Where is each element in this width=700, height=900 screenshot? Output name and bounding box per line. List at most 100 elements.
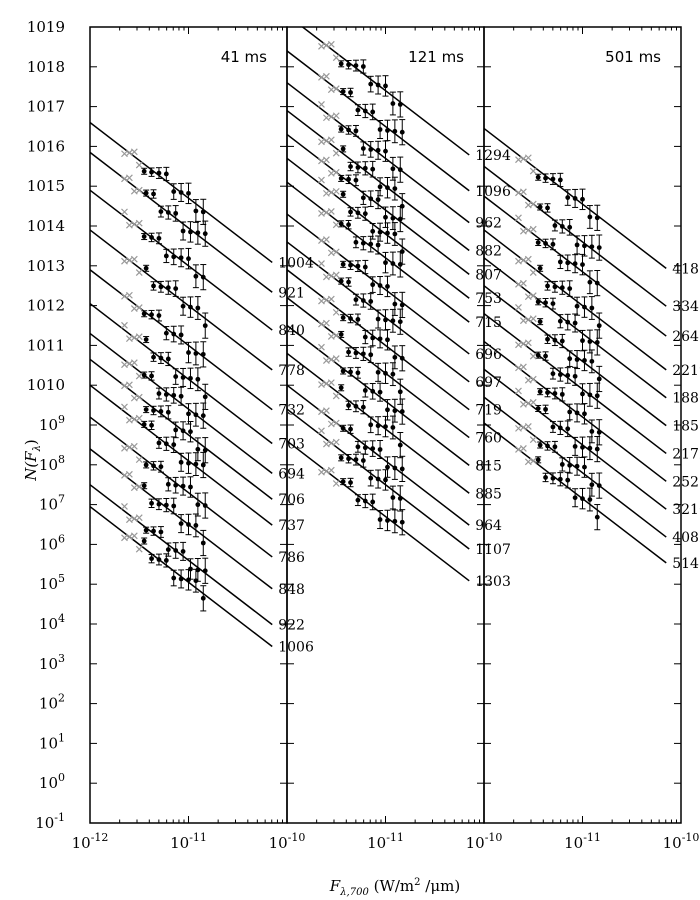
data-point <box>399 355 405 361</box>
data-point <box>193 461 199 467</box>
data-point <box>151 283 156 289</box>
data-point <box>193 351 199 356</box>
excluded-point <box>125 381 133 389</box>
data-point <box>565 195 571 200</box>
series-label: 1303 <box>475 574 511 590</box>
data-point <box>193 273 199 279</box>
excluded-point <box>322 72 330 80</box>
data-point <box>180 428 186 434</box>
data-point <box>188 429 193 435</box>
excluded-point <box>135 414 143 422</box>
panel-title: 41 ms <box>221 48 267 66</box>
data-point <box>200 274 206 280</box>
model-line <box>287 324 470 466</box>
y-tick-label: 1019 <box>27 18 65 36</box>
data-point <box>200 209 206 215</box>
data-point <box>163 253 169 259</box>
data-point <box>173 286 179 292</box>
data-point <box>202 394 208 400</box>
series-label: 706 <box>278 492 305 508</box>
data-point <box>377 336 383 342</box>
x-tick-label: 10-11 <box>564 831 601 852</box>
data-point <box>383 260 388 266</box>
data-point <box>355 165 361 170</box>
data-point <box>180 303 186 309</box>
data-point <box>143 190 149 196</box>
data-point <box>383 317 388 323</box>
data-point <box>355 317 361 322</box>
data-point <box>180 228 186 234</box>
data-point <box>171 189 177 194</box>
data-point <box>186 350 191 355</box>
excluded-point <box>332 355 340 362</box>
data-point <box>596 323 602 329</box>
data-point <box>535 299 541 305</box>
data-point <box>338 455 344 461</box>
data-point <box>143 337 149 342</box>
data-point <box>186 190 191 196</box>
data-point <box>397 442 403 448</box>
data-point <box>348 209 353 215</box>
data-point <box>346 176 351 182</box>
data-point <box>151 354 156 360</box>
data-point <box>552 444 558 450</box>
panel-series-group <box>287 27 470 582</box>
data-point <box>543 406 548 412</box>
excluded-point <box>332 438 340 446</box>
data-point <box>552 337 558 343</box>
data-point <box>338 126 344 132</box>
data-point <box>180 375 186 380</box>
data-point <box>392 354 398 360</box>
data-point <box>567 224 573 230</box>
excluded-point <box>524 339 532 347</box>
data-point <box>370 109 376 115</box>
data-point <box>348 369 353 375</box>
excluded-point <box>130 148 138 156</box>
data-point <box>550 424 556 430</box>
excluded-point <box>327 208 335 215</box>
data-point <box>202 323 208 329</box>
excluded-point <box>327 136 335 144</box>
data-point <box>385 407 390 413</box>
data-point <box>390 101 396 106</box>
data-point <box>149 312 154 318</box>
data-point <box>165 210 171 215</box>
data-point <box>399 519 405 525</box>
data-point <box>165 285 171 291</box>
data-point <box>557 476 563 482</box>
series-label: 697 <box>475 375 502 391</box>
excluded-point <box>125 291 133 299</box>
data-point <box>362 445 368 451</box>
data-point <box>165 409 171 415</box>
data-point <box>193 578 199 584</box>
excluded-point <box>332 332 340 339</box>
series-label: 848 <box>278 582 305 598</box>
excluded-point <box>130 442 138 450</box>
excluded-point <box>332 54 340 62</box>
data-point <box>559 224 565 229</box>
data-point <box>574 463 580 469</box>
excluded-point <box>529 457 537 465</box>
excluded-point <box>529 352 537 360</box>
series-label: 921 <box>278 285 305 301</box>
data-point <box>385 128 390 133</box>
data-point <box>149 169 154 175</box>
data-point <box>390 318 396 324</box>
excluded-point <box>332 168 340 176</box>
excluded-point <box>318 427 325 435</box>
model-line <box>90 303 273 445</box>
data-point <box>390 495 396 500</box>
y-tick-label: 101 <box>39 731 65 752</box>
data-point <box>340 261 346 267</box>
data-point <box>377 127 383 132</box>
data-point <box>200 595 206 601</box>
y-tick-label: 10-1 <box>35 811 65 832</box>
data-point <box>596 483 602 489</box>
data-point <box>156 557 162 562</box>
data-point <box>180 483 186 489</box>
data-point <box>582 411 587 417</box>
model-line <box>90 484 273 626</box>
x-tick-label: 10-10 <box>663 831 700 852</box>
data-point <box>348 164 353 169</box>
